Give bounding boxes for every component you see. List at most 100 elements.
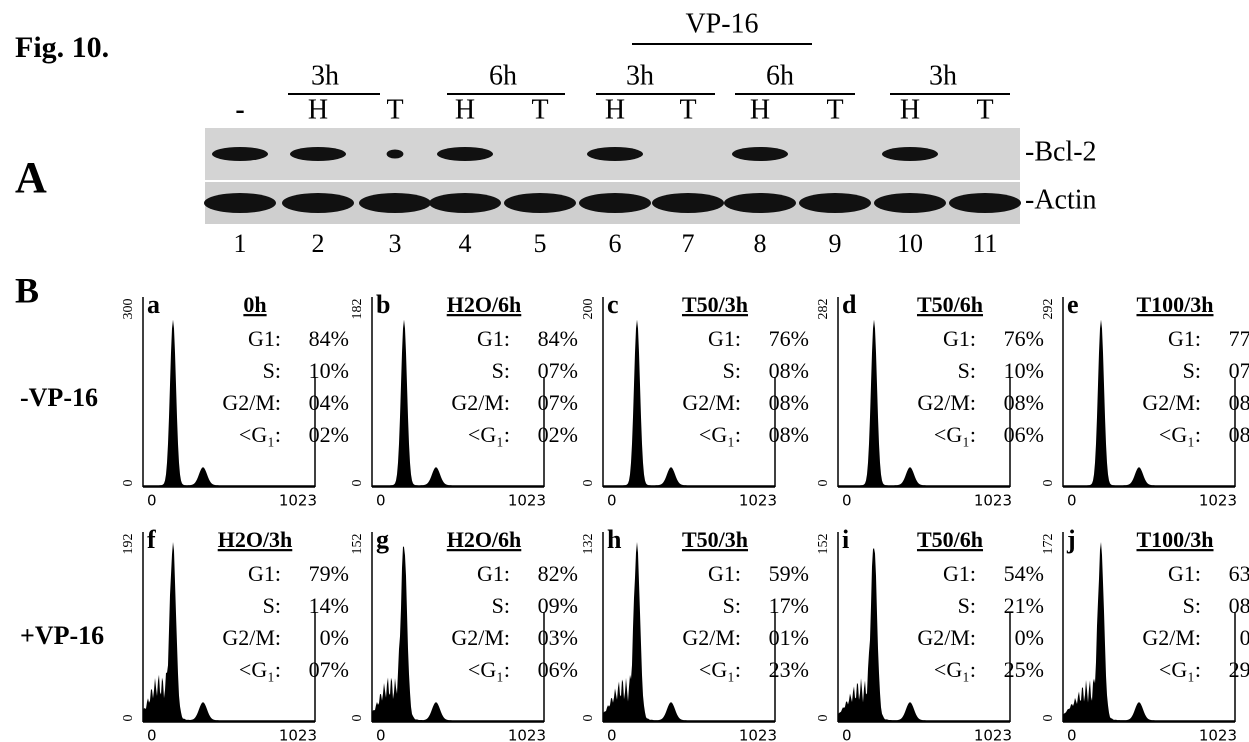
stat-label: G1: [943,326,976,351]
figure: Fig. 10.AVP-163h6h3h6h3h-1H2T3H4T5H6T7H8… [0,0,1249,742]
y-max: 282 [816,299,831,320]
stat-label: G2/M: [222,625,281,650]
lane-number: 7 [682,229,695,258]
lane-number: 8 [754,229,767,258]
time-label: 3h [311,60,339,91]
stat-value: 08% [1229,390,1249,415]
stat-value: 0% [320,625,349,650]
stat-label: G1: [1168,561,1201,586]
stat-label: <G₁: [1159,657,1201,682]
stat-value: 10% [1004,358,1044,383]
panel-title: T50/3h [682,292,748,317]
y-max: 300 [121,299,136,320]
y-max: 182 [350,299,365,320]
x-min: 0 [1067,727,1077,742]
stat-value: 77% [1229,326,1249,351]
actin-band [652,193,724,213]
y-min: 0 [121,480,136,487]
band-label: -Actin [1025,184,1097,215]
x-max: 1023 [1199,727,1237,742]
panel-title: H2O/6h [447,527,522,552]
stat-label: S: [958,358,976,383]
stat-value: 29% [1229,657,1249,682]
row-label: +VP-16 [20,621,104,650]
x-min: 0 [376,492,386,510]
stat-value: 06% [538,657,578,682]
bcl2-band [587,147,643,161]
panel-letter: i [842,525,849,554]
panel-title: T100/3h [1136,527,1213,552]
lane-header: H [750,94,770,125]
panel-letter: f [147,525,156,554]
row-label: -VP-16 [20,383,98,412]
panel-title: T50/6h [917,527,983,552]
x-min: 0 [607,492,617,510]
y-min: 0 [1041,480,1056,487]
stat-value: 08% [769,422,809,447]
stat-value: 76% [769,326,809,351]
x-max: 1023 [508,727,546,742]
lane-number: 11 [972,229,997,258]
panel-letter: g [376,525,389,554]
y-min: 0 [816,715,831,722]
panel-title: H2O/6h [447,292,522,317]
stat-value: 23% [769,657,809,682]
lane-header: - [235,94,244,125]
panel-letter: h [607,525,622,554]
panel-title: H2O/3h [218,527,293,552]
stat-value: 08% [769,390,809,415]
y-max: 152 [350,534,365,555]
actin-band [874,193,946,213]
stat-label: G2/M: [682,625,741,650]
stat-value: 07% [1229,358,1249,383]
panel-letter: e [1067,290,1079,319]
stat-label: <G₁: [1159,422,1201,447]
x-min: 0 [842,727,852,742]
stat-value: 08% [1229,593,1249,618]
stat-value: 59% [769,561,809,586]
bcl2-band [212,147,268,161]
stat-value: 0% [1015,625,1044,650]
y-min: 0 [581,480,596,487]
panel-title: T50/3h [682,527,748,552]
stat-label: S: [1183,593,1201,618]
panel-title: T50/6h [917,292,983,317]
stat-label: G1: [1168,326,1201,351]
lane-number: 5 [534,229,547,258]
y-max: 172 [1041,534,1056,555]
y-max: 200 [581,299,596,320]
stat-label: G2/M: [451,390,510,415]
lane-number: 10 [897,229,923,258]
panel-letter: d [842,290,857,319]
x-min: 0 [842,492,852,510]
stat-label: S: [723,358,741,383]
stat-label: G2/M: [451,625,510,650]
stat-label: G2/M: [917,390,976,415]
stat-value: 54% [1004,561,1044,586]
lane-header: T [531,94,548,125]
stat-label: G2/M: [917,625,976,650]
y-min: 0 [816,480,831,487]
x-min: 0 [147,727,157,742]
actin-band [429,193,501,213]
stat-value: 07% [538,358,578,383]
stat-value: 79% [309,561,349,586]
stat-label: G2/M: [222,390,281,415]
stat-label: <G₁: [699,657,741,682]
stat-label: S: [492,358,510,383]
stat-value: 08% [769,358,809,383]
x-min: 0 [607,727,617,742]
stat-value: 14% [309,593,349,618]
bcl2-band [387,149,404,158]
lane-number: 3 [389,229,402,258]
lane-number: 4 [459,229,472,258]
x-max: 1023 [1199,492,1237,510]
lane-header: T [976,94,993,125]
stat-value: 09% [538,593,578,618]
x-max: 1023 [508,492,546,510]
stat-value: 10% [309,358,349,383]
figure-label: Fig. 10. [15,31,109,64]
stat-value: 76% [1004,326,1044,351]
actin-band [724,193,796,213]
lane-header: T [386,94,403,125]
